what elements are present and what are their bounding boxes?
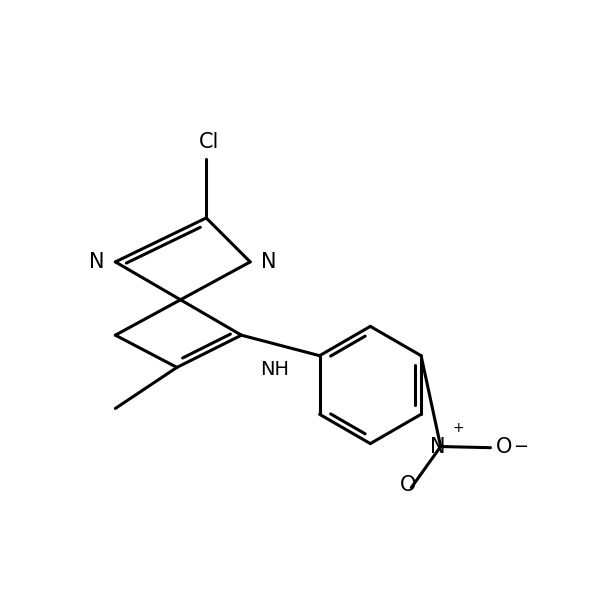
- Text: N: N: [430, 437, 445, 457]
- Text: N: N: [89, 252, 105, 272]
- Text: N: N: [261, 252, 276, 272]
- Text: +: +: [452, 421, 464, 435]
- Text: O: O: [496, 437, 513, 457]
- Text: NH: NH: [260, 360, 289, 379]
- Text: −: −: [513, 437, 528, 455]
- Text: Cl: Cl: [199, 132, 220, 152]
- Text: O: O: [400, 475, 416, 494]
